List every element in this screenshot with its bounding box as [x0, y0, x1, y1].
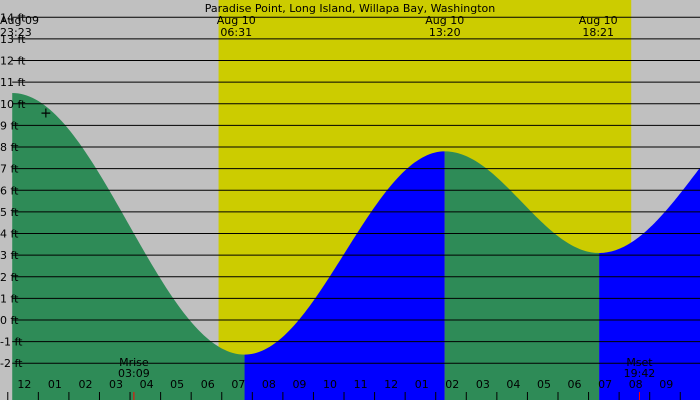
crosshair-marker: + [40, 105, 52, 121]
hour-tick-label: 04 [140, 378, 154, 391]
falling-tide-segment [444, 151, 600, 400]
tide-date-label: Aug 10 [579, 14, 618, 27]
hour-tick-label: 05 [537, 378, 551, 391]
hour-tick-label: 03 [476, 378, 490, 391]
tide-date-label: Aug 09 [0, 14, 39, 27]
y-tick-label: -2 ft [0, 357, 23, 370]
y-tick-label: -1 ft [0, 336, 23, 349]
hour-tick-label: 04 [506, 378, 520, 391]
hour-tick-label: 07 [598, 378, 612, 391]
hour-tick-label: 01 [48, 378, 62, 391]
y-tick-label: 3 ft [0, 249, 19, 262]
y-tick-label: 12 ft [0, 55, 26, 68]
hour-tick-label: 05 [170, 378, 184, 391]
hour-tick-label: 12 [17, 378, 31, 391]
y-tick-label: 9 ft [0, 119, 19, 132]
hour-tick-label: 07 [231, 378, 245, 391]
y-tick-label: 4 ft [0, 228, 19, 241]
y-tick-label: 0 ft [0, 314, 19, 327]
hour-tick-label: 02 [78, 378, 92, 391]
y-tick-label: 14 ft [0, 11, 26, 24]
hour-tick-label: 01 [415, 378, 429, 391]
hour-tick-label: 10 [323, 378, 337, 391]
tide-time-label: 06:31 [220, 26, 252, 39]
y-tick-label: 5 ft [0, 206, 19, 219]
hour-tick-label: 09 [659, 378, 673, 391]
moon-event-time: 19:42 [624, 367, 656, 380]
hour-tick-label: 08 [262, 378, 276, 391]
hour-tick-label: 08 [629, 378, 643, 391]
hour-tick-label: 11 [354, 378, 368, 391]
moon-event-label: Mset [626, 356, 653, 369]
hour-tick-label: 12 [384, 378, 398, 391]
tide-time-label: 18:21 [582, 26, 614, 39]
tide-time-label: 13:20 [429, 26, 461, 39]
y-tick-label: 10 ft [0, 98, 26, 111]
y-tick-label: 2 ft [0, 271, 19, 284]
hour-tick-label: 06 [201, 378, 215, 391]
y-axis-labels: 14 ft 13 ft 12 ft 11 ft 10 ft 9 ft 8 ft 7 ft 6 f… [0, 11, 26, 370]
hour-axis: 11 12 01 02 03 04 05 06 07 08 09 10 11 12 01 02 03 04 05 06… [0, 378, 681, 400]
y-tick-label: 8 ft [0, 141, 19, 154]
hour-tick-label: 06 [568, 378, 582, 391]
moon-event-label: Mrise [119, 356, 149, 369]
y-tick-label: 6 ft [0, 184, 19, 197]
tide-date-label: Aug 10 [425, 14, 464, 27]
moon-event-time: 03:09 [118, 367, 150, 380]
y-tick-label: 1 ft [0, 292, 19, 305]
tide-date-label: Aug 10 [217, 14, 256, 27]
y-tick-label: 7 ft [0, 163, 19, 176]
y-tick-label: 11 ft [0, 76, 26, 89]
hour-tick-label: 02 [445, 378, 459, 391]
y-tick-label: 13 ft [0, 33, 26, 46]
rising-tide-segment [244, 151, 445, 400]
falling-tide-segment [12, 92, 245, 400]
hour-tick-label: 09 [292, 378, 306, 391]
hour-tick-label: 03 [109, 378, 123, 391]
hour-tick-label: 11 [0, 378, 1, 391]
tide-time-label: 23:23 [0, 26, 32, 39]
chart-title: Paradise Point, Long Island, Willapa Bay… [205, 2, 496, 15]
depth-gridlines [12, 16, 700, 364]
